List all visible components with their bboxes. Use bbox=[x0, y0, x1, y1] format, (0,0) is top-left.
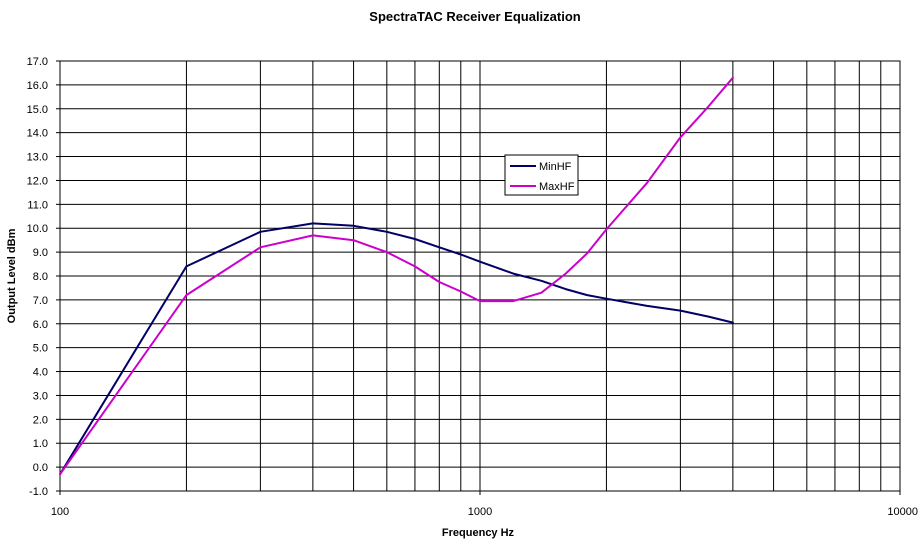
y-tick-label: 13.0 bbox=[27, 152, 48, 164]
y-tick-label: 12.0 bbox=[27, 175, 48, 187]
y-tick-label: 1.0 bbox=[33, 438, 48, 450]
y-tick-label: 3.0 bbox=[33, 390, 48, 402]
y-tick-label: 7.0 bbox=[33, 295, 48, 307]
y-tick-label: 4.0 bbox=[33, 367, 48, 379]
series-lines bbox=[59, 76, 734, 476]
x-tick-label: 100 bbox=[51, 506, 69, 518]
y-tick-label: 17.0 bbox=[27, 56, 48, 68]
grid bbox=[60, 60, 900, 492]
legend-box bbox=[504, 154, 579, 196]
y-tick-label: 0.0 bbox=[33, 462, 48, 474]
legend: MinHF MaxHF bbox=[504, 154, 579, 196]
y-axis-title: Output Level dBm bbox=[6, 228, 18, 323]
y-tick-label: 2.0 bbox=[33, 414, 48, 426]
y-axis-ticks: -1.0 0.0 1.0 2.0 3.0 4.0 5.0 6.0 7.0 8.0 9.0 10.0 11… bbox=[27, 56, 60, 498]
y-tick-label: 14.0 bbox=[27, 128, 48, 140]
y-tick-label: 11.0 bbox=[27, 199, 48, 211]
x-axis-ticks: 100 1000 10000 bbox=[51, 491, 918, 518]
x-tick-label: 10000 bbox=[887, 506, 918, 518]
y-tick-label: 6.0 bbox=[33, 319, 48, 331]
y-tick-label: -1.0 bbox=[29, 486, 48, 498]
y-tick-label: 15.0 bbox=[27, 104, 48, 116]
y-tick-label: 5.0 bbox=[33, 343, 48, 355]
y-tick-label: 10.0 bbox=[27, 223, 48, 235]
y-tick-label: 9.0 bbox=[33, 247, 48, 259]
x-axis-title: Frequency Hz bbox=[442, 527, 515, 539]
series-line-minhf bbox=[59, 222, 734, 476]
legend-label-minhf: MinHF bbox=[539, 161, 572, 173]
x-tick-label: 1000 bbox=[468, 506, 492, 518]
chart-title: SpectraTAC Receiver Equalization bbox=[369, 9, 580, 24]
legend-label-maxhf: MaxHF bbox=[539, 181, 575, 193]
y-tick-label: 16.0 bbox=[27, 80, 48, 92]
series-line-maxhf bbox=[59, 76, 734, 476]
y-tick-label: 8.0 bbox=[33, 271, 48, 283]
